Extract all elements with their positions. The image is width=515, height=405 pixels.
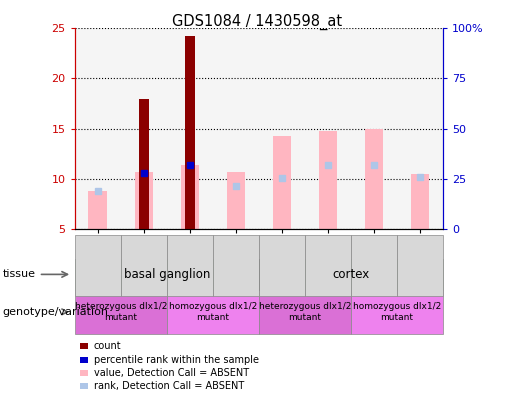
Bar	[272, 136, 291, 229]
Bar	[319, 130, 337, 229]
Bar	[227, 172, 245, 229]
Text: GDS1084 / 1430598_at: GDS1084 / 1430598_at	[173, 14, 342, 30]
Bar	[134, 172, 153, 229]
Text: heterozygous dlx1/2
mutant: heterozygous dlx1/2 mutant	[259, 302, 351, 322]
Bar	[365, 129, 383, 229]
Text: count: count	[94, 341, 122, 351]
Text: basal ganglion: basal ganglion	[124, 268, 210, 281]
Text: percentile rank within the sample: percentile rank within the sample	[94, 355, 259, 364]
Bar	[139, 98, 149, 229]
Text: cortex: cortex	[332, 268, 369, 281]
Bar	[89, 191, 107, 229]
Text: value, Detection Call = ABSENT: value, Detection Call = ABSENT	[94, 368, 249, 378]
Bar	[185, 36, 195, 229]
Text: homozygous dlx1/2
mutant: homozygous dlx1/2 mutant	[353, 302, 441, 322]
Text: heterozygous dlx1/2
mutant: heterozygous dlx1/2 mutant	[75, 302, 167, 322]
Bar	[410, 174, 429, 229]
Text: homozygous dlx1/2
mutant: homozygous dlx1/2 mutant	[168, 302, 257, 322]
Text: genotype/variation: genotype/variation	[3, 307, 109, 317]
Text: rank, Detection Call = ABSENT: rank, Detection Call = ABSENT	[94, 382, 244, 391]
Bar	[181, 165, 199, 229]
Text: tissue: tissue	[3, 269, 36, 279]
